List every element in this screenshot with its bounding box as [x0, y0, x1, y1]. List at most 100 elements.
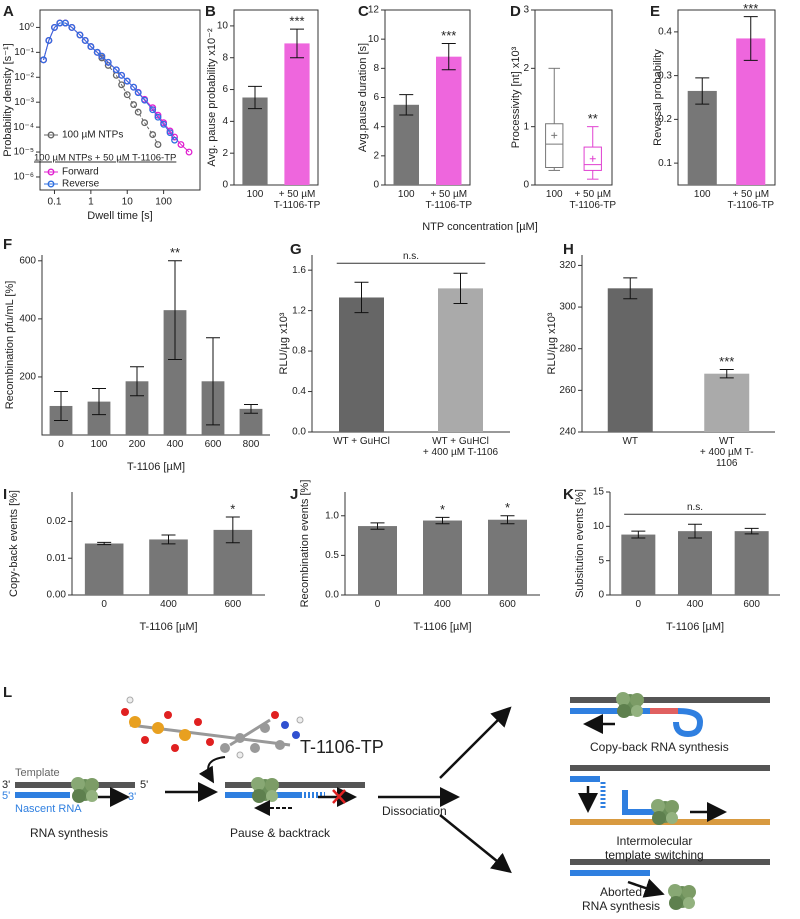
panel-letter: C — [358, 3, 369, 20]
y-tick-label: 10⁻⁶ — [13, 172, 34, 183]
y-tick-label: 280 — [559, 343, 576, 354]
x-tick-label: + 50 µM T-1106-TP — [727, 189, 775, 211]
data-point — [154, 141, 162, 148]
panel-letter: K — [563, 486, 574, 503]
data-point — [118, 81, 126, 89]
error-bar — [719, 369, 734, 379]
data-point — [130, 101, 138, 109]
y-axis-label: Avg.pause duration [s] — [357, 43, 369, 152]
y-tick-label: 1.2 — [292, 305, 306, 316]
error-bar — [688, 523, 702, 539]
panel-letter: B — [205, 3, 216, 20]
data-point — [149, 106, 157, 114]
rna-synthesis — [15, 777, 135, 807]
y-tick-label: 200 — [19, 372, 36, 383]
x-axis-label: T-1106 [µM] — [666, 621, 724, 633]
end-label: 3' — [2, 779, 11, 791]
y-tick-label: 2 — [523, 63, 529, 74]
x-tick-label: 0 — [635, 599, 642, 610]
step-label: RNA synthesis — [30, 826, 109, 840]
bar — [393, 104, 419, 185]
error-bar — [248, 85, 262, 110]
error-bar — [225, 516, 240, 544]
bar — [125, 381, 149, 435]
error-bar — [453, 272, 468, 305]
bar — [678, 531, 712, 595]
y-tick-label: 0.2 — [658, 114, 672, 125]
data-point — [76, 31, 84, 39]
data-point — [177, 141, 185, 148]
arrow — [439, 814, 512, 874]
box — [583, 146, 602, 171]
data-point — [141, 96, 149, 104]
data-point — [93, 48, 101, 56]
y-tick-label: 10 — [368, 34, 380, 45]
dissociation-label: Dissociation — [382, 804, 447, 818]
error-bar — [354, 281, 369, 314]
y-tick-label: 0.3 — [658, 70, 672, 81]
y-tick-label: 2 — [373, 150, 379, 161]
outcome-label: Intermolecular template switching — [605, 834, 704, 862]
legend-marker — [47, 180, 55, 188]
x-tick-label: 0 — [374, 599, 381, 610]
y-tick-label: 400 — [19, 314, 36, 325]
mean-marker — [551, 132, 558, 139]
bar — [438, 288, 483, 432]
bar — [423, 520, 462, 595]
series-line — [43, 22, 175, 141]
y-axis-label: Subsitution events [%] — [574, 489, 586, 598]
panel-letter: E — [650, 3, 660, 20]
data-point — [40, 56, 47, 64]
x-tick-label: 0 — [58, 439, 64, 450]
bar — [163, 310, 187, 435]
panel-letter: G — [290, 241, 302, 258]
bar — [687, 90, 717, 185]
y-tick-label: 240 — [559, 427, 576, 438]
y-tick-label: 1 — [523, 121, 529, 132]
data-point — [118, 71, 126, 79]
plot-frame — [233, 9, 319, 186]
molecule — [121, 696, 304, 759]
x-tick-label: WT — [622, 436, 639, 447]
copy-back — [570, 692, 770, 738]
y-tick-label: 0.0 — [292, 427, 306, 438]
bar — [358, 526, 397, 595]
y-tick-label: 10⁻⁴ — [13, 122, 34, 133]
plot-frame — [39, 9, 201, 191]
panel-letter: F — [3, 236, 12, 253]
y-tick-label: 1.6 — [292, 265, 306, 276]
significance: *** — [289, 14, 304, 29]
pause-backtrack — [225, 777, 365, 816]
y-tick-label: 0 — [598, 590, 604, 601]
bar — [621, 534, 656, 595]
y-tick-label: 10⁻¹ — [14, 47, 34, 58]
legend-label: Reverse — [62, 179, 100, 190]
x-tick-label: + 50 µM T-1106-TP — [425, 189, 473, 211]
end-label: 5' — [2, 790, 11, 802]
y-tick-label: 0 — [373, 180, 379, 191]
error-bar — [92, 388, 106, 416]
significance: ** — [170, 245, 180, 260]
bar — [87, 401, 111, 435]
y-tick-label: 2 — [222, 148, 228, 159]
data-point — [166, 129, 174, 137]
x-tick-label: 800 — [242, 439, 260, 450]
x-tick-label: 600 — [499, 599, 516, 610]
x-tick-label: WT + 400 µM T-1106 — [699, 436, 754, 469]
error-bar — [631, 530, 646, 539]
box — [545, 123, 564, 168]
x-tick-label: WT + GuHCl + 400 µM T-1106 — [422, 436, 499, 458]
error-bar — [399, 94, 414, 116]
x-tick-label: 100 — [90, 439, 108, 450]
data-point — [98, 52, 106, 60]
data-point — [61, 19, 69, 27]
bar — [149, 539, 188, 595]
y-tick-label: 12 — [368, 5, 380, 16]
panel-letter: J — [290, 486, 298, 503]
data-point — [81, 37, 89, 44]
error-bar — [161, 534, 176, 545]
x-tick-label: WT + GuHCl — [333, 436, 390, 447]
panel-letter: A — [3, 3, 14, 20]
data-point — [185, 148, 193, 156]
